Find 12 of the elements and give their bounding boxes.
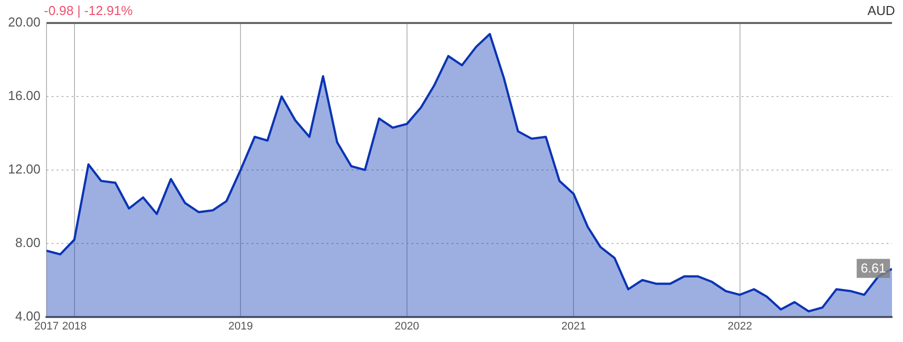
data-label: 6.61 [860, 260, 886, 276]
y-tick-label: 20.00 [8, 14, 41, 30]
x-tick-label: 2022 [728, 320, 752, 332]
x-tick-label: 2020 [394, 320, 420, 332]
x-tick-label: 2021 [561, 320, 586, 332]
x-tick-label: 2019 [228, 320, 253, 332]
chart-subtitle: -0.98 | -12.91% [44, 3, 133, 18]
y-tick-label: 16.00 [8, 88, 41, 104]
y-tick-label: 12.00 [8, 161, 41, 176]
y-axis-title: AUD [868, 3, 895, 18]
x-tick-label: 2018 [62, 320, 87, 332]
y-tick-label: 8.00 [15, 234, 41, 250]
